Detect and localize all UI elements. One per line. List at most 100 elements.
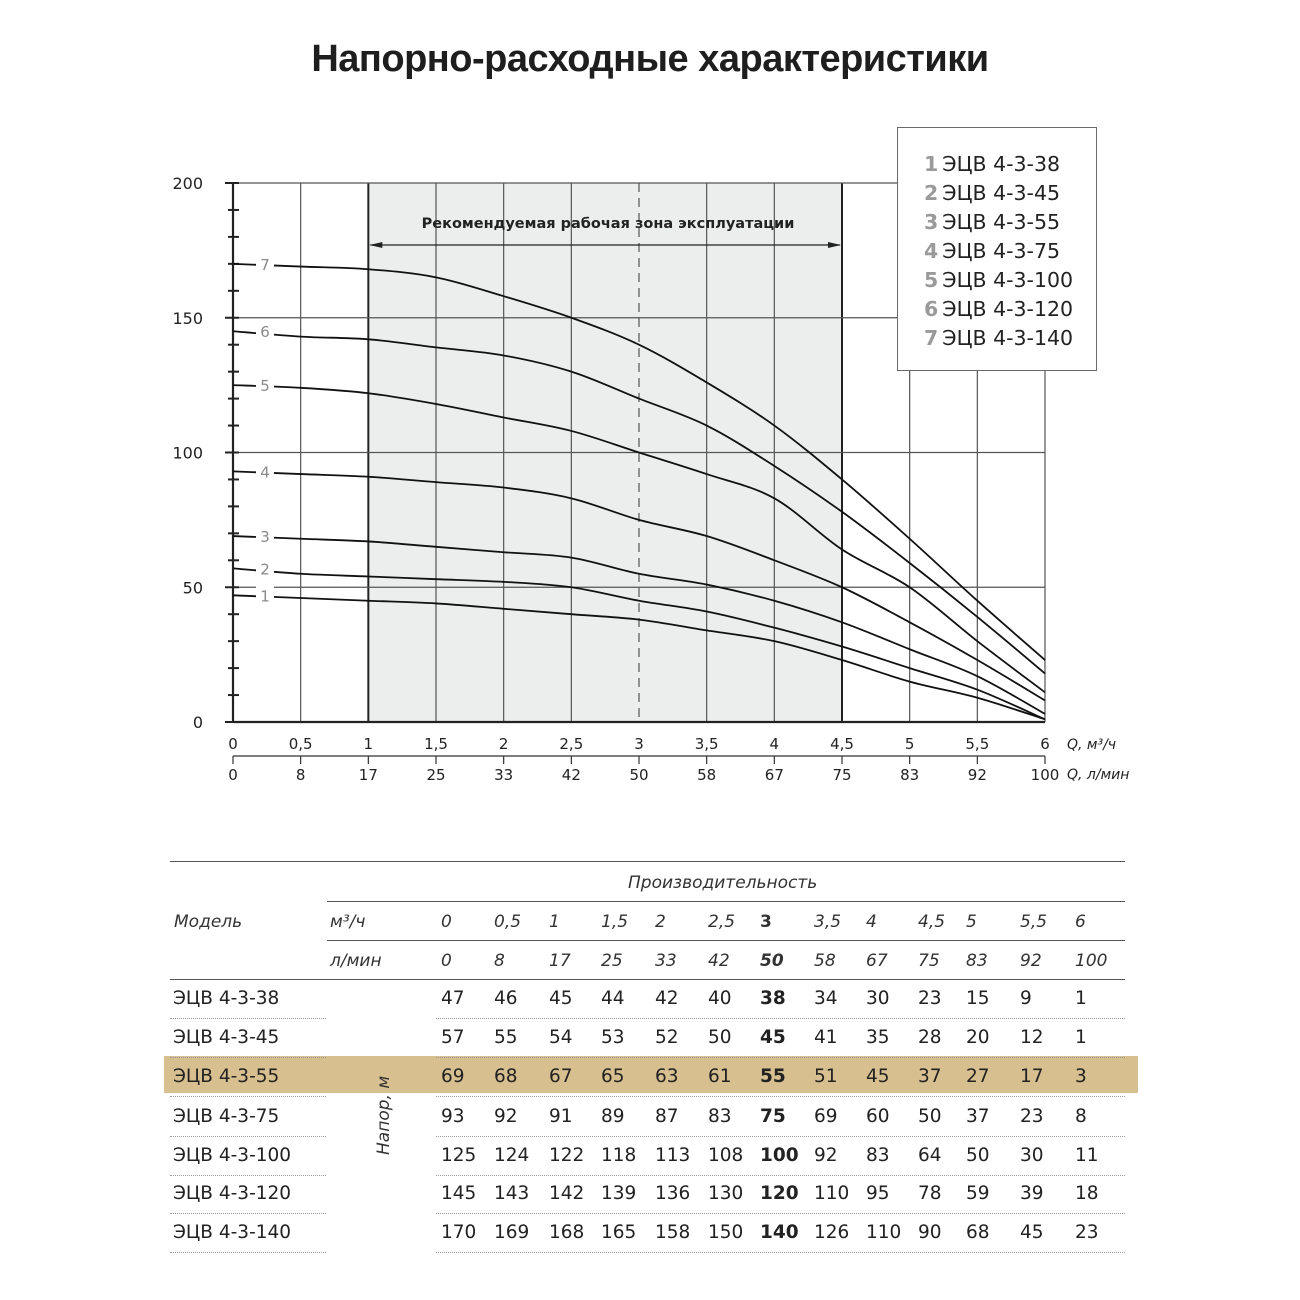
legend-label: ЭЦВ 4-3-55 [942, 210, 1061, 234]
head-value: 1 [1075, 1027, 1087, 1048]
head-value: 57 [441, 1027, 465, 1048]
head-value: 61 [708, 1066, 732, 1087]
head-value: 50 [918, 1106, 942, 1127]
head-value: 87 [655, 1106, 679, 1127]
head-value: 35 [866, 1027, 890, 1048]
x-tick-label-lmin: 83 [900, 766, 919, 784]
x-tick-label-lmin: 0 [228, 766, 238, 784]
curve-4 [232, 470, 1046, 702]
chart-legend: 1 ЭЦВ 4-3-38 2 ЭЦВ 4-3-45 3 ЭЦВ 4-3-55 4 ЭЦВ 4-… [897, 127, 1097, 371]
head-value: 120 [760, 1183, 799, 1204]
curve-label-6: 6 [260, 323, 270, 341]
flow-m3h-header: 0 [441, 912, 452, 932]
curve-label-5: 5 [260, 377, 270, 395]
x-tick-label-lmin: 50 [629, 766, 648, 784]
head-value: 40 [708, 988, 732, 1009]
head-value: 108 [708, 1145, 744, 1166]
x-axis-label-lmin: Q, л/мин [1067, 767, 1129, 783]
head-value: 44 [601, 988, 625, 1009]
flow-lmin-header: 0 [441, 951, 452, 971]
head-value: 158 [655, 1222, 691, 1243]
head-value: 95 [866, 1183, 890, 1204]
legend-number: 3 [924, 210, 939, 234]
x-axis-label-m3h: Q, м³/ч [1067, 737, 1116, 753]
head-value: 18 [1075, 1183, 1099, 1204]
x-tick-label-lmin: 75 [832, 766, 851, 784]
head-value: 30 [1020, 1145, 1044, 1166]
legend-label: ЭЦВ 4-3-75 [942, 239, 1061, 263]
legend-number: 7 [924, 326, 939, 350]
legend-item: 4 ЭЦВ 4-3-75 [924, 237, 1096, 266]
zone-annotation: Рекомендуемая рабочая зона эксплуатации [422, 216, 795, 232]
unit-m3h-label: м³/ч [330, 912, 366, 932]
curve-1 [232, 594, 1046, 721]
x-tick-label-lmin: 67 [765, 766, 784, 784]
head-value: 30 [866, 988, 890, 1009]
flow-m3h-header: 5 [966, 912, 977, 932]
head-value: 110 [814, 1183, 850, 1204]
legend-number: 2 [924, 181, 939, 205]
head-value: 3 [1075, 1066, 1087, 1087]
flow-lmin-header: 100 [1075, 951, 1108, 971]
flow-lmin-header: 33 [655, 951, 677, 971]
head-value: 168 [549, 1222, 585, 1243]
head-value: 55 [760, 1066, 786, 1087]
x-tick-label-lmin: 25 [426, 766, 445, 784]
flow-lmin-header: 42 [708, 951, 730, 971]
head-value: 83 [866, 1145, 890, 1166]
row-divider [436, 1057, 1125, 1058]
head-value: 20 [966, 1027, 990, 1048]
row-divider [436, 1213, 1125, 1214]
head-value: 12 [1020, 1027, 1044, 1048]
head-value: 110 [866, 1222, 902, 1243]
group-header: Производительность [628, 873, 818, 893]
x-tick-label-lmin: 92 [968, 766, 987, 784]
x-tick-label-m3h: 4 [770, 735, 780, 753]
head-value: 17 [1020, 1066, 1044, 1087]
x-tick-label-m3h: 0 [228, 735, 238, 753]
row-divider [436, 1018, 1125, 1019]
head-value: 8 [1075, 1106, 1087, 1127]
flow-m3h-header: 1,5 [601, 912, 629, 932]
legend-number: 5 [924, 268, 939, 292]
head-value: 68 [494, 1066, 518, 1087]
head-value: 39 [1020, 1183, 1044, 1204]
header-rule [327, 940, 1125, 941]
table-top-rule [170, 861, 1125, 862]
y-tick-label: 200 [172, 174, 203, 193]
flow-m3h-header: 0,5 [494, 912, 522, 932]
legend-label: ЭЦВ 4-3-120 [942, 297, 1074, 321]
legend-number: 6 [924, 297, 939, 321]
curve-label-4: 4 [260, 463, 270, 481]
head-value: 92 [494, 1106, 518, 1127]
head-value: 78 [918, 1183, 942, 1204]
head-value: 23 [1075, 1222, 1099, 1243]
x-tick-label-m3h: 2,5 [559, 735, 583, 753]
flow-m3h-header: 2,5 [708, 912, 736, 932]
curve-label-2: 2 [260, 560, 270, 578]
flow-lmin-header: 83 [966, 951, 988, 971]
x-tick-label-m3h: 3 [634, 735, 644, 753]
flow-m3h-header: 4 [866, 912, 877, 932]
row-divider [436, 1136, 1125, 1137]
head-value: 169 [494, 1222, 530, 1243]
head-value: 143 [494, 1183, 530, 1204]
head-axis-label: Напор, м [374, 1075, 394, 1155]
head-value: 165 [601, 1222, 637, 1243]
head-value: 55 [494, 1027, 518, 1048]
x-tick-label-lmin: 100 [1031, 766, 1060, 784]
flow-lmin-header: 50 [760, 951, 784, 971]
head-value: 52 [655, 1027, 679, 1048]
curve-label-bg [256, 527, 274, 546]
head-value: 28 [918, 1027, 942, 1048]
y-tick-label: 150 [172, 309, 203, 328]
x-tick-label-m3h: 5,5 [965, 735, 989, 753]
curve-label-bg [256, 254, 274, 273]
head-value: 125 [441, 1145, 477, 1166]
head-value: 122 [549, 1145, 585, 1166]
row-divider [170, 1057, 326, 1058]
legend-label: ЭЦВ 4-3-45 [942, 181, 1061, 205]
head-value: 69 [814, 1106, 838, 1127]
flow-m3h-header: 6 [1075, 912, 1086, 932]
head-value: 51 [814, 1066, 838, 1087]
